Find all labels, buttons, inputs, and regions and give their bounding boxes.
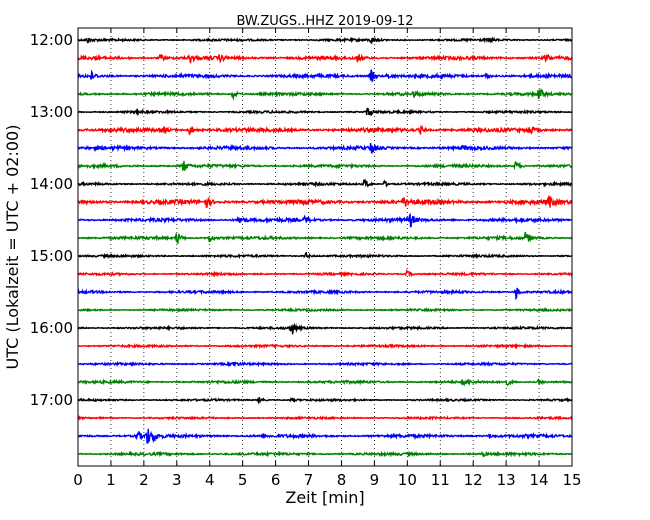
x-tick-label: 5 <box>238 471 248 489</box>
x-axis-ticks: 0 1 2 3 4 5 6 7 8 9 10 11 12 13 14 15 <box>73 28 582 489</box>
trace-line <box>77 195 573 208</box>
y-tick-label: 16:00 <box>30 319 73 337</box>
trace-line <box>77 36 573 45</box>
trace-line <box>77 450 573 458</box>
y-tick-label: 12:00 <box>30 31 73 49</box>
y-axis-ticks: 12:00 13:00 14:00 15:00 16:00 17:00 <box>30 31 572 409</box>
x-tick-label: 4 <box>205 471 215 489</box>
trace-line <box>77 142 573 154</box>
y-tick-label: 15:00 <box>30 247 73 265</box>
y-axis-label: UTC (Lokalzeit = UTC + 02:00) <box>3 125 22 370</box>
trace-line <box>77 124 573 136</box>
x-tick-label: 12 <box>464 471 483 489</box>
chart-title: BW.ZUGS..HHZ 2019-09-12 <box>236 14 413 29</box>
trace-line <box>77 88 573 101</box>
x-tick-label: 7 <box>304 471 314 489</box>
x-tick-label: 10 <box>398 471 417 489</box>
trace-line <box>77 322 573 335</box>
trace-line <box>77 342 573 350</box>
trace-line <box>77 231 573 244</box>
trace-line <box>77 107 573 117</box>
trace-line <box>77 306 573 313</box>
x-tick-label: 13 <box>497 471 516 489</box>
trace-line <box>77 360 573 368</box>
x-tick-label: 1 <box>106 471 116 489</box>
trace-line <box>77 178 573 188</box>
y-tick-label: 13:00 <box>30 103 73 121</box>
trace-line <box>77 287 573 301</box>
trace-line <box>77 377 573 387</box>
trace-group <box>77 36 573 458</box>
x-axis-label: Zeit [min] <box>285 488 364 507</box>
x-tick-label: 8 <box>337 471 347 489</box>
x-tick-label: 2 <box>139 471 149 489</box>
trace-line <box>77 251 573 260</box>
y-tick-label: 17:00 <box>30 391 73 409</box>
trace-line <box>77 428 573 444</box>
x-tick-label: 14 <box>530 471 549 489</box>
y-tick-label: 14:00 <box>30 175 73 193</box>
x-tick-label: 3 <box>172 471 182 489</box>
trace-line <box>77 212 573 228</box>
trace-line <box>77 415 573 421</box>
x-tick-label: 11 <box>431 471 450 489</box>
trace-line <box>77 69 573 83</box>
x-tick-label: 6 <box>271 471 281 489</box>
x-tick-label: 9 <box>370 471 380 489</box>
trace-line <box>77 160 573 172</box>
plot-frame <box>77 27 573 467</box>
trace-line <box>77 268 573 278</box>
trace-line <box>77 53 573 64</box>
x-tick-label: 0 <box>73 471 83 489</box>
x-tick-label: 15 <box>562 471 581 489</box>
trace-line <box>77 396 573 405</box>
